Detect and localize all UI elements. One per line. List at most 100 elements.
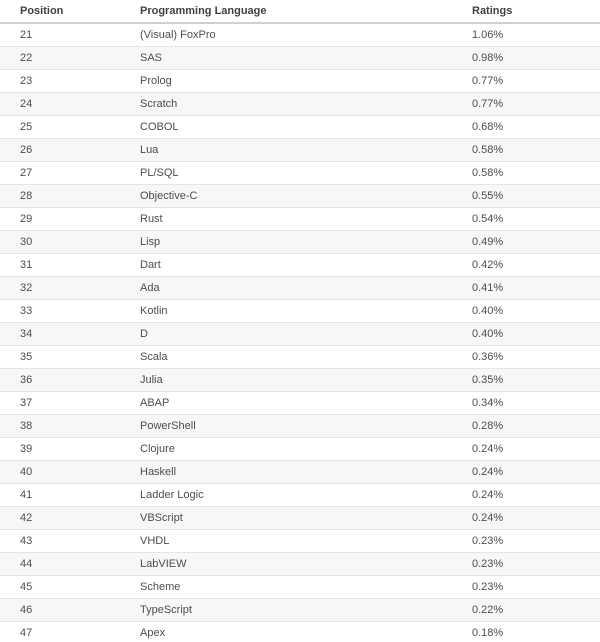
position-cell: 27: [0, 161, 120, 185]
position-cell: 46: [0, 598, 120, 622]
rating-cell: 0.77%: [452, 92, 600, 116]
table-row: 25 COBOL 0.68%: [0, 115, 600, 139]
language-cell: Scheme: [120, 575, 452, 599]
position-cell: 35: [0, 345, 120, 369]
rating-cell: 0.41%: [452, 276, 600, 300]
table-row: 42 VBScript 0.24%: [0, 506, 600, 530]
language-cell: Rust: [120, 207, 452, 231]
language-cell: SAS: [120, 46, 452, 70]
language-cell: LabVIEW: [120, 552, 452, 576]
position-cell: 36: [0, 368, 120, 392]
table-row: 47 Apex 0.18%: [0, 621, 600, 642]
language-cell: Prolog: [120, 69, 452, 93]
column-header-language: Programming Language: [120, 0, 452, 24]
language-cell: PL/SQL: [120, 161, 452, 185]
position-cell: 34: [0, 322, 120, 346]
table-row: 28 Objective-C 0.55%: [0, 184, 600, 208]
table-row: 39 Clojure 0.24%: [0, 437, 600, 461]
table-header: Position Programming Language Ratings: [0, 0, 600, 24]
position-cell: 25: [0, 115, 120, 139]
position-cell: 28: [0, 184, 120, 208]
table-row: 32 Ada 0.41%: [0, 276, 600, 300]
rating-cell: 0.98%: [452, 46, 600, 70]
table-row: 36 Julia 0.35%: [0, 368, 600, 392]
table-row: 34 D 0.40%: [0, 322, 600, 346]
rating-cell: 0.58%: [452, 138, 600, 162]
language-cell: Ada: [120, 276, 452, 300]
table-row: 21 (Visual) FoxPro 1.06%: [0, 23, 600, 47]
position-cell: 41: [0, 483, 120, 507]
table-row: 26 Lua 0.58%: [0, 138, 600, 162]
rating-cell: 0.24%: [452, 460, 600, 484]
rating-cell: 0.23%: [452, 529, 600, 553]
table-row: 33 Kotlin 0.40%: [0, 299, 600, 323]
table-row: 23 Prolog 0.77%: [0, 69, 600, 93]
table-row: 24 Scratch 0.77%: [0, 92, 600, 116]
rating-cell: 0.40%: [452, 299, 600, 323]
language-cell: Apex: [120, 621, 452, 642]
rating-cell: 0.49%: [452, 230, 600, 254]
rating-cell: 1.06%: [472, 29, 504, 41]
language-cell: Kotlin: [120, 299, 452, 323]
language-cell: COBOL: [120, 115, 452, 139]
position-cell: 26: [0, 138, 120, 162]
rating-cell: 0.23%: [452, 575, 600, 599]
language-cell: Haskell: [120, 460, 452, 484]
table-row: 30 Lisp 0.49%: [0, 230, 600, 254]
rating-cell: 0.68%: [452, 115, 600, 139]
rating-cell: 0.40%: [452, 322, 600, 346]
rating-cell: 0.24%: [452, 483, 600, 507]
position-cell: 31: [0, 253, 120, 277]
rating-cell: 0.24%: [452, 437, 600, 461]
language-cell: ABAP: [120, 391, 452, 415]
table-row: 37 ABAP 0.34%: [0, 391, 600, 415]
language-cell: Scratch: [120, 92, 452, 116]
table-row: 38 PowerShell 0.28%: [0, 414, 600, 438]
language-cell: Lua: [120, 138, 452, 162]
table-row: 31 Dart 0.42%: [0, 253, 600, 277]
position-cell: 29: [0, 207, 120, 231]
position-cell: 40: [0, 460, 120, 484]
table-body: 21 (Visual) FoxPro 1.06% 22 SAS 0.98% 23 Prolog…: [0, 23, 600, 642]
position-cell: 32: [0, 276, 120, 300]
position-cell: 43: [0, 529, 120, 553]
rating-cell: 0.35%: [452, 368, 600, 392]
table-row: 22 SAS 0.98%: [0, 46, 600, 70]
table-row: 46 TypeScript 0.22%: [0, 598, 600, 622]
language-cell: Objective-C: [120, 184, 452, 208]
rating-cell: 0.54%: [452, 207, 600, 231]
language-cell: VHDL: [120, 529, 452, 553]
position-cell: 33: [0, 299, 120, 323]
position-cell: 24: [0, 92, 120, 116]
position-cell: 44: [0, 552, 120, 576]
position-cell: 22: [0, 46, 120, 70]
rating-cell: 0.77%: [452, 69, 600, 93]
language-cell: Dart: [120, 253, 452, 277]
table-row: 45 Scheme 0.23%: [0, 575, 600, 599]
rating-cell: 0.58%: [452, 161, 600, 185]
position-cell: 38: [0, 414, 120, 438]
table-row: 40 Haskell 0.24%: [0, 460, 600, 484]
language-cell: Scala: [120, 345, 452, 369]
language-cell: (Visual) FoxPro: [140, 29, 216, 41]
language-cell: D: [120, 322, 452, 346]
position-cell: 37: [0, 391, 120, 415]
language-cell: Ladder Logic: [120, 483, 452, 507]
language-cell: VBScript: [120, 506, 452, 530]
language-cell: PowerShell: [120, 414, 452, 438]
position-cell: 23: [0, 69, 120, 93]
rating-cell: 0.28%: [452, 414, 600, 438]
position-cell: 21: [20, 29, 33, 41]
position-cell: 39: [0, 437, 120, 461]
language-cell: Lisp: [120, 230, 452, 254]
column-header-position: Position: [0, 0, 120, 24]
language-cell: Clojure: [120, 437, 452, 461]
position-cell: 30: [0, 230, 120, 254]
language-cell: Julia: [120, 368, 452, 392]
rating-cell: 0.24%: [452, 506, 600, 530]
table-row: 43 VHDL 0.23%: [0, 529, 600, 553]
position-cell: 42: [0, 506, 120, 530]
rating-cell: 0.18%: [452, 621, 600, 642]
position-cell: 47: [0, 621, 120, 642]
